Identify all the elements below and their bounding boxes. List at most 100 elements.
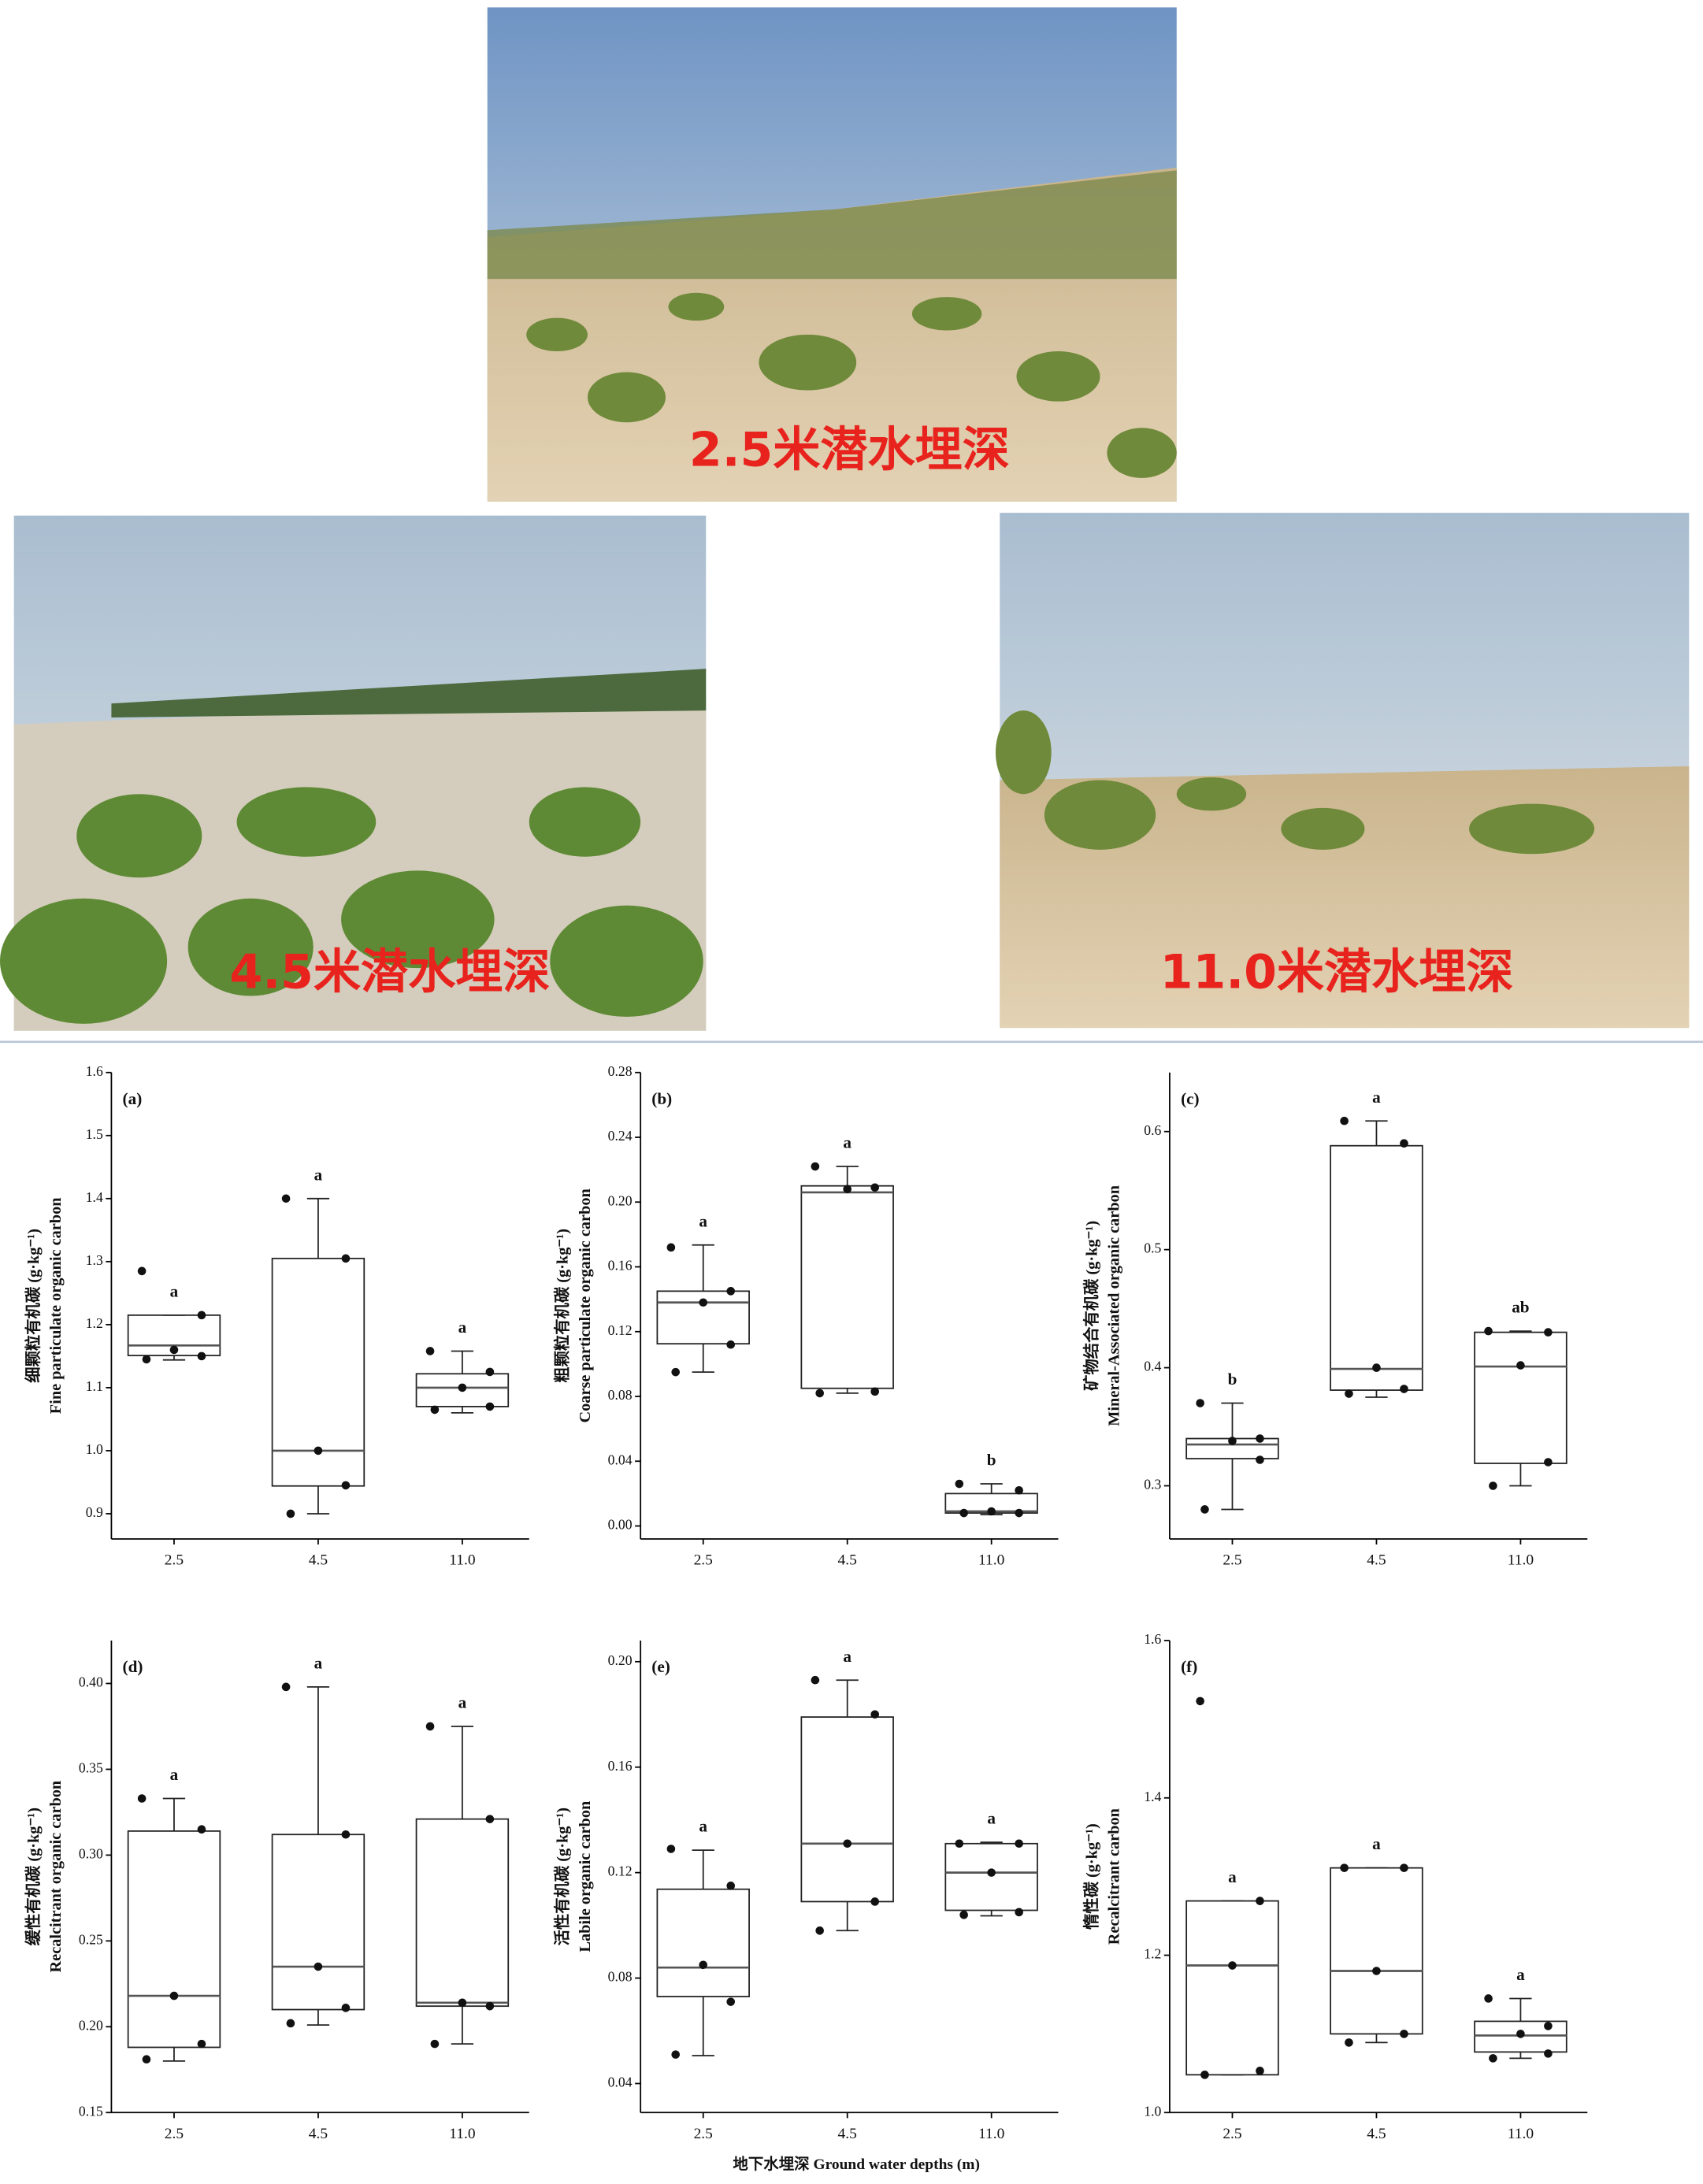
box [1330,1867,1423,2035]
chart-panel: 0.00 0.04 0.08 0.12 0.16 0.20 0.24 0.28 粗颗粒有机碳 (… [553,1063,1059,1569]
y-label: Coarse particulate organic carbon [577,1188,594,1422]
data-point [1200,1505,1209,1514]
data-point [1340,1863,1349,1872]
x-tick-label: 11.0 [978,2126,1004,2142]
significance-letter: a [458,1318,467,1337]
box [271,1834,365,2011]
box [656,1290,750,1345]
data-point [1489,2054,1497,2063]
data-point [341,1254,351,1263]
data-point [1544,1328,1553,1337]
y-tick-label: 1.4 [86,1189,103,1205]
box [415,1373,510,1407]
chart-panel: 1.0 1.2 1.4 1.6 惰性碳 (g·kg⁻¹) Recalcitrant car… [1082,1631,1588,2142]
y-tick-label: 0.4 [1144,1359,1161,1374]
box [127,1314,221,1356]
significance-letter: a [170,1281,179,1300]
box [1474,2020,1568,2053]
x-tick-label: 2.5 [165,2126,184,2142]
y-tick-label: 0.24 [608,1128,633,1144]
data-point [666,1845,676,1853]
x-tick-label: 11.0 [449,1552,475,1569]
data-point [430,1405,440,1415]
data-point [1489,1481,1497,1490]
y-tick-label: 0.08 [608,1387,633,1403]
data-point [197,1825,206,1834]
data-point [843,1185,852,1194]
data-point [485,1367,495,1377]
data-point [430,2039,440,2049]
data-point [811,1675,820,1685]
data-point [197,2039,206,2049]
data-point [1228,1437,1237,1445]
data-point [1200,2071,1209,2079]
significance-letter: b [987,1451,996,1470]
y-label: 粗颗粒有机碳 (g·kg⁻¹) [553,1229,572,1383]
data-point [169,1991,179,2000]
data-point [699,1298,708,1307]
data-point [1372,1967,1381,1975]
data-point [666,1243,676,1252]
data-point [1484,1326,1493,1336]
box [800,1185,894,1389]
chart-panel: 0.3 0.4 0.5 0.6 矿物结合有机碳 (g·kg⁻¹) Mineral-Asso… [1082,1072,1588,1569]
data-point [1400,1139,1408,1148]
x-tick-label: 2.5 [1223,1552,1241,1569]
data-point [286,1509,295,1518]
data-point [870,1710,880,1719]
data-point [1256,1897,1264,1905]
photo-caption: 4.5米潜水埋深 [230,945,551,1000]
data-point [1228,1961,1237,1970]
data-point [1340,1116,1349,1125]
y-tick-label: 0.04 [608,1452,633,1467]
data-point [815,1389,824,1398]
box [800,1716,894,1903]
x-tick-label: 11.0 [1508,2126,1534,2142]
data-point [425,1722,435,1731]
box [271,1257,365,1487]
y-tick-label: 1.2 [86,1315,103,1331]
panel-label: (f) [1181,1657,1197,1676]
x-tick-label: 4.5 [1367,1552,1386,1569]
data-point [1015,1508,1023,1518]
data-point [485,1402,495,1411]
y-label: 惰性碳 (g·kg⁻¹) [1082,1823,1100,1930]
significance-letter: a [314,1653,323,1672]
data-point [286,2019,295,2028]
data-point [671,1367,681,1377]
data-point [726,1287,736,1296]
data-point [142,1355,151,1364]
data-point [987,1868,996,1877]
y-tick-label: 0.04 [608,2075,633,2090]
y-tick-label: 0.3 [1144,1477,1161,1492]
data-point [1544,2022,1553,2030]
y-tick-label: 0.16 [608,1758,633,1774]
data-point [870,1897,880,1906]
y-tick-label: 0.12 [608,1322,633,1338]
data-point [843,1839,852,1848]
y-tick-label: 0.5 [1144,1240,1161,1256]
significance-letter: a [843,1133,852,1152]
photo: 4.5米潜水埋深 [0,515,707,1031]
y-tick-label: 0.16 [608,1258,633,1274]
x-tick-label: 4.5 [838,2126,857,2142]
y-label: Recalcitrant carbon [1106,1808,1123,1945]
data-point [314,1962,323,1971]
x-tick-label: 4.5 [838,1552,857,1569]
panel-label: (e) [651,1657,670,1676]
data-point [197,1311,206,1320]
data-point [425,1347,435,1355]
data-point [281,1194,291,1203]
data-point [142,2055,151,2064]
chart-panel: 0.15 0.20 0.25 0.30 0.35 0.40 缓性有机碳 (g·kg⁻¹) Re… [24,1641,529,2142]
y-label: Mineral-Associated organic carbon [1106,1185,1123,1426]
significance-letter: a [1372,1834,1381,1853]
y-tick-label: 1.6 [86,1063,103,1079]
data-point [458,1998,467,2008]
box [1474,1331,1568,1464]
data-point [1400,1863,1408,1872]
y-tick-label: 0.08 [608,1969,633,1985]
data-point [485,2001,495,2011]
significance-letter: b [1228,1370,1237,1389]
y-tick-label: 1.3 [86,1252,103,1268]
